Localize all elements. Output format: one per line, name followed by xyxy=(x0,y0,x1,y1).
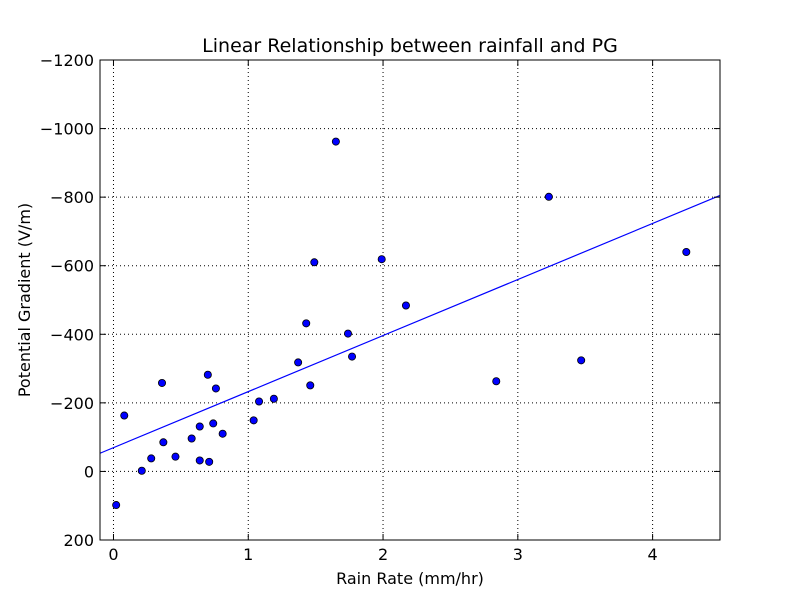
data-point xyxy=(147,454,156,463)
data-point xyxy=(348,352,357,361)
y-tick-label: −1200 xyxy=(40,51,94,70)
data-point xyxy=(544,192,553,201)
data-point xyxy=(249,416,258,425)
data-point xyxy=(195,422,204,431)
data-point xyxy=(209,419,218,428)
data-point xyxy=(401,301,410,310)
y-tick-label: −400 xyxy=(50,325,94,344)
x-tick-label: 3 xyxy=(513,545,523,564)
x-tick-label: 4 xyxy=(648,545,658,564)
data-point xyxy=(255,397,264,406)
data-point xyxy=(302,319,311,328)
x-axis-label: Rain Rate (mm/hr) xyxy=(336,569,484,588)
y-tick-label: −1000 xyxy=(40,120,94,139)
axis-ticks: 0 1 2 3 4 200 0 −200 −400 −600 −800 −1000 −1200 xyxy=(40,51,720,564)
y-tick-label: 200 xyxy=(63,531,94,550)
data-point xyxy=(171,452,180,461)
data-point xyxy=(682,247,691,256)
data-point xyxy=(159,438,168,447)
data-points-layer xyxy=(112,137,691,510)
data-point xyxy=(577,356,586,365)
data-point xyxy=(187,434,196,443)
data-point xyxy=(343,329,352,338)
data-point xyxy=(218,429,227,438)
data-point xyxy=(377,255,386,264)
x-tick-label: 2 xyxy=(378,545,388,564)
data-point xyxy=(310,258,319,267)
plot-frame xyxy=(99,59,721,541)
regression-line xyxy=(99,194,721,454)
x-tick-label: 1 xyxy=(243,545,253,564)
data-point xyxy=(205,457,214,466)
y-axis-label: Potential Gradient (V/m) xyxy=(15,203,34,397)
y-tick-label: −200 xyxy=(50,394,94,413)
data-point xyxy=(331,137,340,146)
x-tick-label: 0 xyxy=(108,545,118,564)
data-point xyxy=(269,394,278,403)
data-point xyxy=(306,381,315,390)
chart-title: Linear Relationship between rainfall and… xyxy=(202,35,618,57)
data-point xyxy=(203,370,212,379)
data-point xyxy=(112,501,121,510)
data-point xyxy=(211,384,220,393)
data-point xyxy=(294,358,303,367)
y-tick-label: 0 xyxy=(84,462,94,481)
data-point xyxy=(492,377,501,386)
data-point xyxy=(157,378,166,387)
y-tick-label: −800 xyxy=(50,188,94,207)
y-tick-label: −600 xyxy=(50,257,94,276)
data-point xyxy=(195,456,204,465)
data-point xyxy=(137,466,146,475)
fit-line-layer xyxy=(99,194,721,454)
data-point xyxy=(120,411,129,420)
